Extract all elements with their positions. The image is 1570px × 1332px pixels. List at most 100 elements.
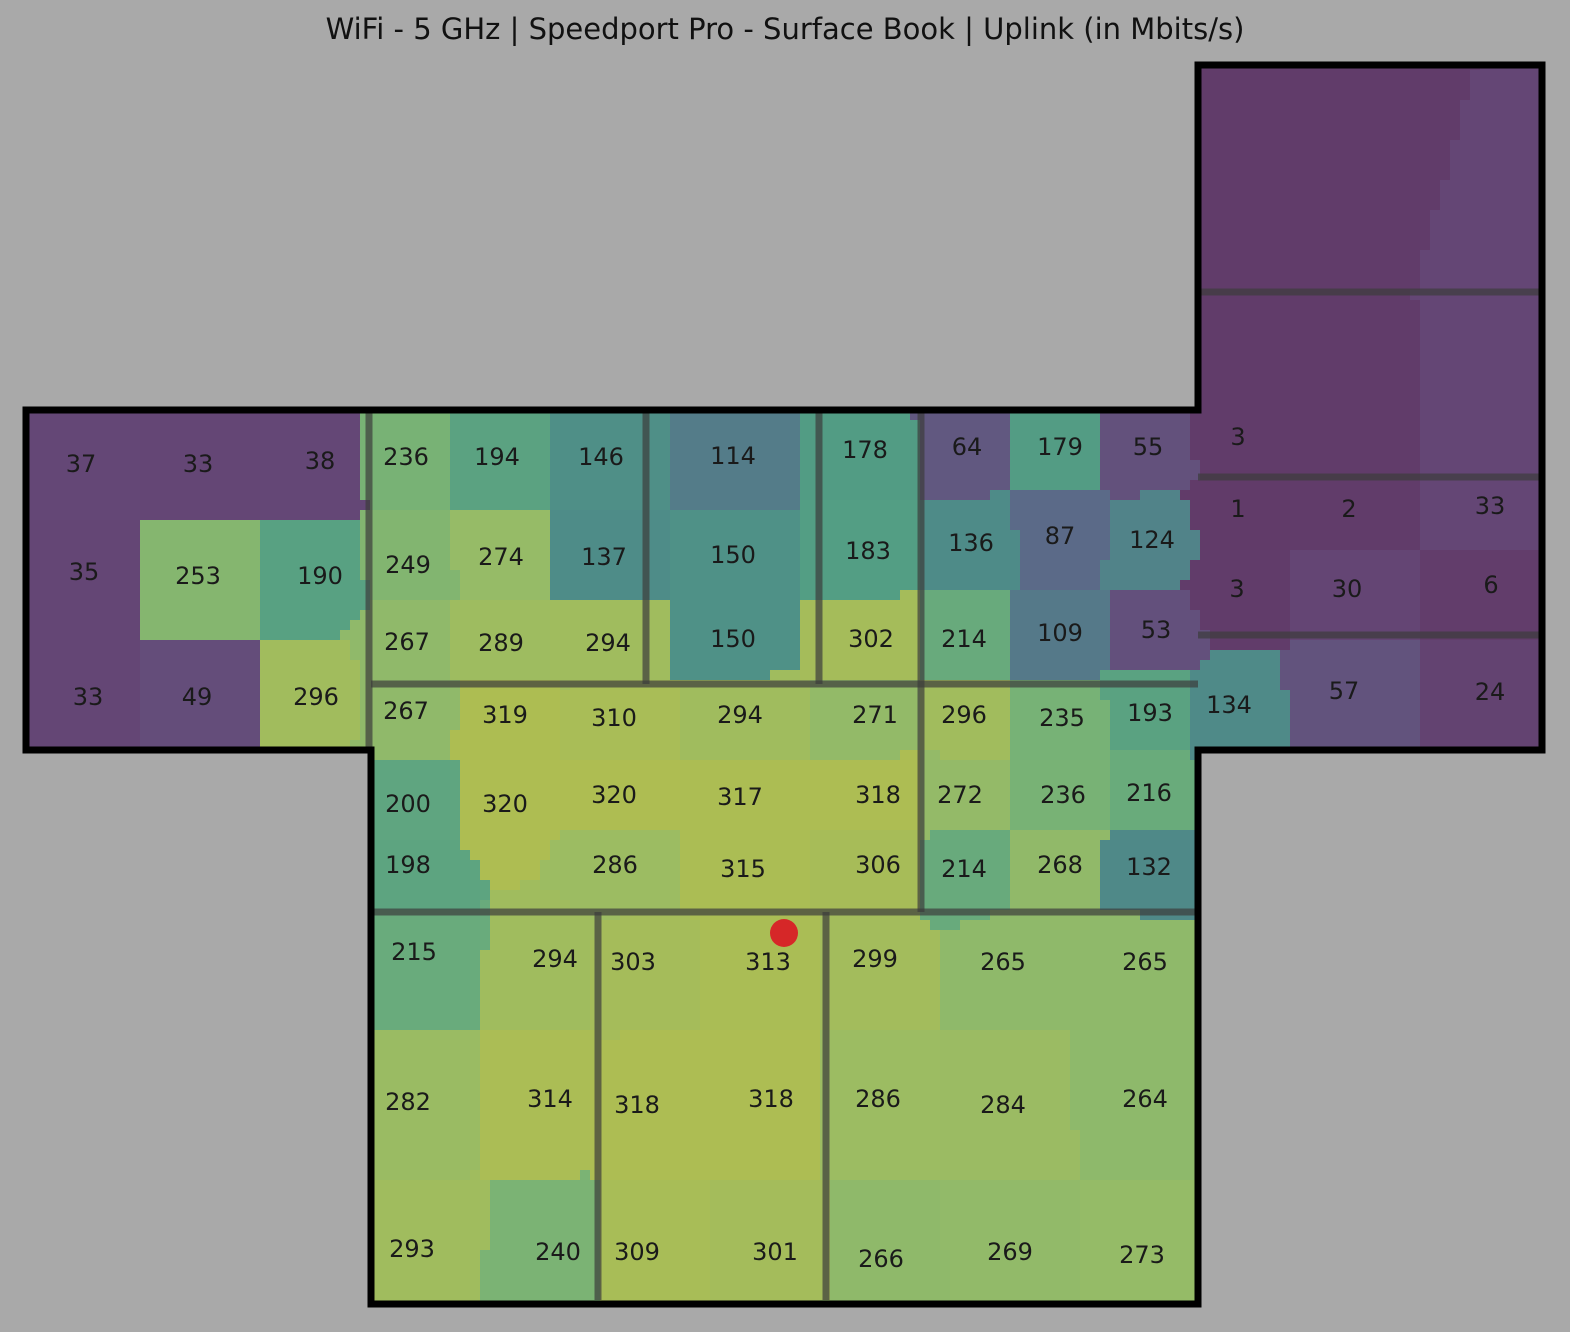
heat-cell	[1100, 450, 1191, 461]
heat-cell	[1230, 780, 1301, 791]
heat-cell	[670, 430, 801, 441]
heat-cell	[26, 820, 141, 831]
heat-cell	[940, 1200, 1081, 1211]
heat-cell	[680, 780, 811, 791]
heat-cell	[810, 730, 921, 741]
heat-cell	[950, 1290, 1081, 1301]
heat-cell	[590, 1110, 701, 1121]
heat-cell	[1100, 170, 1161, 181]
heat-cell	[710, 1240, 831, 1251]
heat-cell	[100, 1010, 481, 1021]
heat-cell	[1420, 250, 1542, 261]
heat-cell	[100, 630, 141, 641]
heat-cell	[1070, 1000, 1461, 1011]
heat-cell	[590, 1150, 711, 1161]
heat-cell	[250, 240, 351, 251]
heat-cell	[670, 530, 801, 541]
heat-cell	[140, 140, 251, 151]
heat-cell	[140, 580, 261, 591]
heat-cell	[260, 320, 361, 331]
heat-cell	[1290, 520, 1421, 531]
heat-cell	[940, 950, 1071, 961]
heat-cell	[26, 710, 141, 721]
heat-cell	[1010, 340, 1101, 351]
heat-cell	[140, 370, 261, 381]
heat-cell	[1100, 130, 1161, 141]
heat-cell	[26, 530, 141, 541]
heat-cell	[1100, 100, 1161, 111]
heat-cell	[1010, 150, 1101, 161]
heat-cell	[1420, 410, 1542, 421]
heat-cell	[670, 270, 791, 281]
heat-cell	[810, 850, 921, 861]
heat-cell	[370, 590, 461, 601]
heat-cell	[1010, 290, 1101, 301]
heat-cell	[540, 880, 681, 891]
heat-cell	[550, 460, 671, 471]
heat-cell	[480, 960, 591, 971]
heat-cell	[1480, 1030, 1542, 1041]
heat-cell	[670, 190, 791, 201]
heat-cell	[450, 540, 551, 551]
heat-cell	[710, 1160, 821, 1171]
heat-cell	[710, 1270, 831, 1281]
heat-cell	[220, 880, 491, 891]
heat-cell	[190, 920, 491, 931]
heat-cell	[1460, 100, 1542, 111]
heat-cell	[940, 1110, 1071, 1121]
heat-cell	[450, 520, 551, 531]
measurement-value: 314	[527, 1085, 573, 1113]
heat-cell	[1010, 100, 1101, 111]
heat-cell	[910, 110, 1011, 121]
heat-cell	[360, 560, 451, 571]
heat-cell	[250, 220, 351, 231]
heat-cell	[140, 280, 251, 291]
measurement-value: 266	[858, 1245, 904, 1273]
heat-cell	[480, 900, 491, 911]
heat-cell	[350, 250, 451, 261]
heat-cell	[550, 340, 671, 351]
heat-cell	[550, 600, 671, 611]
heat-cell	[550, 620, 671, 631]
heat-cell	[260, 500, 371, 511]
heat-cell	[710, 1140, 821, 1151]
heat-cell	[450, 240, 551, 251]
heat-cell	[450, 460, 551, 471]
heat-cell	[660, 160, 791, 171]
heat-cell	[26, 480, 141, 491]
heat-cell	[1010, 600, 1111, 611]
heat-cell	[450, 420, 551, 431]
heat-cell	[26, 460, 141, 471]
heat-cell	[1420, 670, 1542, 681]
heat-cell	[700, 1090, 821, 1101]
heat-cell	[470, 850, 551, 861]
heat-cell	[1100, 560, 1191, 571]
heat-cell	[800, 440, 921, 451]
heat-cell	[920, 710, 1011, 721]
heat-cell	[140, 830, 261, 841]
floor-outline-path	[22, 61, 1546, 1308]
heat-cell	[490, 1180, 601, 1191]
heat-cell	[600, 1210, 711, 1221]
heat-cell	[140, 250, 251, 261]
heat-cell	[1190, 420, 1331, 431]
heat-cell	[350, 230, 451, 241]
heat-cell	[1010, 860, 1101, 871]
heat-cell	[1010, 160, 1101, 171]
heat-cell	[1420, 910, 1542, 921]
heat-cell	[820, 1160, 941, 1171]
heat-cell	[700, 1050, 821, 1061]
heat-cell	[250, 840, 461, 851]
heat-cell	[26, 140, 141, 151]
heat-cell	[140, 110, 251, 121]
heat-cell	[480, 870, 541, 881]
heat-cell	[550, 130, 661, 141]
heat-cell	[950, 1280, 1081, 1291]
heat-cell	[140, 660, 261, 671]
heat-cell	[450, 220, 551, 231]
heat-cell	[940, 990, 1071, 1001]
heat-cell	[140, 430, 261, 441]
heat-cell	[140, 70, 251, 81]
heat-cell	[940, 970, 1071, 981]
heat-cell	[26, 80, 141, 91]
